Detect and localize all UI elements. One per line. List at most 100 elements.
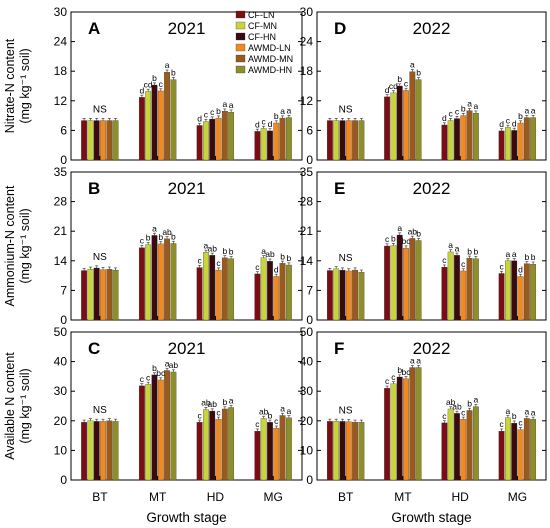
plot-frame [70, 331, 303, 481]
significance-letter: a [229, 395, 234, 405]
y-tick-label: 18 [54, 64, 68, 78]
significance-letter: d [499, 119, 504, 129]
significance-letter: c [442, 255, 447, 265]
bar-awmd-ln-mg [273, 428, 280, 481]
significance-letter: a [222, 99, 227, 109]
significance-letter: c [216, 258, 221, 268]
bar-awmd-hn-mg [285, 117, 292, 161]
significance-letter: b [152, 363, 157, 373]
legend-swatch-cf-hn [235, 32, 246, 41]
bar-cf-mn-mt [145, 244, 152, 321]
bar-cf-mn-bt [333, 120, 340, 161]
significance-letter: c [442, 411, 447, 421]
bar-cf-hn-mg [267, 261, 273, 321]
bar-awmd-hn-mg [285, 264, 292, 321]
y-tick-label: 12 [54, 94, 68, 108]
legend-entry: AWMD-LN [248, 43, 291, 53]
significance-letter: c [391, 372, 396, 382]
significance-letter: d [268, 119, 273, 129]
bar-awmd-hn-mt [415, 240, 422, 321]
y-axis-label: (mg kg⁻¹ soil) [18, 208, 32, 283]
significance-letter: c [518, 418, 523, 428]
bar-awmd-ln-mt [403, 90, 409, 161]
significance-letter: c [262, 116, 267, 126]
significance-letter: b [518, 111, 523, 121]
panel-label: E [334, 179, 345, 198]
panel-label: B [88, 179, 100, 198]
y-tick-label: 14 [300, 254, 314, 268]
significance-letter: a [410, 60, 415, 70]
bar-cf-ln-mg [498, 273, 505, 321]
significance-letter: ab [207, 243, 217, 253]
significance-letter: b [216, 106, 221, 116]
significance-letter: b [397, 365, 402, 375]
significance-letter: a [512, 249, 517, 259]
bar-awmd-hn-mt [415, 367, 422, 481]
significance-letter: b [152, 73, 157, 83]
bar-cf-mn-hd [447, 408, 454, 481]
x-axis-label: Growth stage [146, 510, 226, 525]
significance-letter: b [229, 247, 234, 257]
bar-cf-mn-hd [203, 252, 209, 321]
legend-swatch-awmd-mn [235, 54, 246, 63]
bar-awmd-mn-mg [523, 117, 530, 161]
bar-cf-mn-bt [333, 421, 340, 481]
legend-swatch-cf-ln [235, 10, 246, 19]
significance-letter: b [222, 397, 227, 407]
bar-awmd-ln-mt [403, 378, 409, 481]
bar-awmd-ln-mt [403, 247, 409, 321]
significance-letter: a [474, 395, 479, 405]
bar-awmd-mn-hd [466, 110, 473, 161]
significance-letter: c [159, 79, 164, 89]
bar-cf-mn-mt [145, 384, 152, 481]
legend-entry: AWMD-MN [248, 54, 293, 64]
bar-awmd-ln-mg [517, 429, 524, 481]
x-tick-label: HD [207, 490, 225, 504]
significance-letter: b [171, 231, 176, 241]
bar-awmd-hn-mt [170, 243, 177, 321]
bar-awmd-ln-bt [345, 120, 352, 161]
significance-letter: d [140, 85, 145, 95]
y-tick-label: 0 [60, 153, 67, 167]
bar-awmd-mn-mg [523, 418, 530, 481]
significance-letter: a [531, 106, 536, 116]
x-tick-label: HD [451, 490, 469, 504]
bar-cf-hn-hd [454, 118, 460, 161]
bar-cf-ln-hd [196, 267, 203, 321]
significance-letter: a [397, 223, 402, 233]
bar-cf-hn-hd [454, 413, 460, 481]
legend-entry: CF-LN [248, 10, 275, 20]
significance-letter: c [146, 372, 151, 382]
bar-awmd-mn-hd [221, 111, 228, 161]
x-tick-label: MG [263, 490, 282, 504]
y-tick-label: 40 [300, 355, 314, 369]
y-tick-label: 35 [300, 165, 314, 179]
panel-title: 2022 [413, 19, 451, 38]
y-tick-label: 30 [54, 5, 68, 19]
significance-letter: c [449, 109, 454, 119]
y-tick-label: 21 [54, 224, 68, 238]
y-axis-label: (mg kg⁻¹ soil) [18, 48, 32, 123]
significance-ns: NS [93, 405, 107, 416]
y-tick-label: 0 [306, 153, 313, 167]
plot-frame [70, 171, 303, 321]
significance-letter: c [385, 376, 390, 386]
significance-letter: ab [201, 398, 211, 408]
bar-awmd-mn-bt [106, 420, 113, 481]
significance-letter: d [255, 119, 260, 129]
significance-letter: b [467, 246, 472, 256]
bar-cf-hn-hd [209, 118, 216, 161]
y-tick-label: 7 [306, 283, 313, 297]
bar-awmd-ln-bt [345, 421, 352, 481]
bar-cf-ln-mt [384, 96, 391, 161]
bar-cf-ln-mg [254, 273, 261, 321]
bar-awmd-ln-hd [215, 269, 222, 321]
bar-awmd-hn-bt [358, 422, 365, 481]
legend-entry: CF-MN [248, 21, 277, 31]
y-tick-label: 18 [300, 64, 314, 78]
significance-letter: d [385, 85, 390, 95]
significance-letter: ab [259, 406, 269, 416]
y-tick-label: 12 [300, 94, 314, 108]
